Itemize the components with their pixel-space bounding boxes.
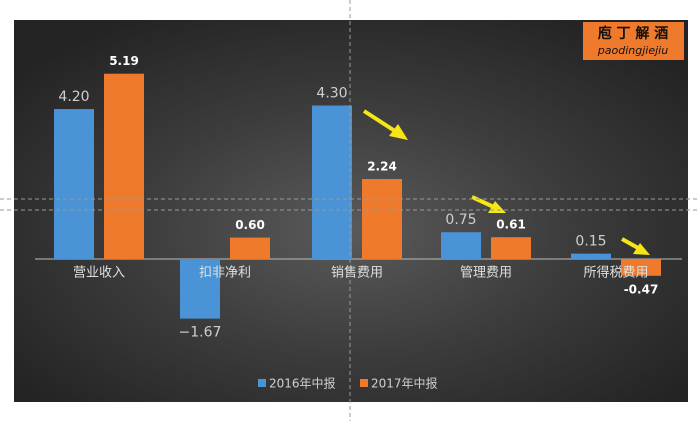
bar [180,259,220,319]
value-label: 4.30 [316,85,347,101]
legend-label: 2017年中报 [371,376,438,391]
logo-title: 庖 丁 解 酒 [598,25,669,42]
plot: 4.20 −1.67 4.30 0.75 0.15 5.19 0.60 2.24 0.61 -0.… [54,54,661,391]
value-label: 4.20 [58,89,89,105]
legend-swatch [258,379,266,387]
x-tick-label: 销售费用 [331,265,383,281]
value-label: 0.15 [575,234,606,250]
x-tick-label: 管理费用 [460,266,512,281]
legend-label: 2016年中报 [269,376,336,391]
bar [571,253,611,259]
value-label: 0.60 [235,218,265,232]
value-label: -0.47 [624,282,659,296]
logo-box [583,22,684,60]
value-label: 5.19 [109,54,139,68]
arrowhead [633,243,650,255]
bar [312,105,352,260]
legend-swatch [360,379,368,387]
arrow [621,237,641,251]
bar [441,232,481,259]
bar [362,179,402,259]
bar [104,73,144,259]
value-label: −1.67 [179,325,222,341]
x-tick-label: 扣非净利 [199,266,251,281]
value-label: 0.75 [445,212,476,228]
arrow [362,109,400,135]
value-label: 2.24 [367,160,397,174]
x-tick-label: 所得税费用 [583,265,648,281]
bar [491,237,531,259]
logo-subtitle: paodingjiejiu [597,44,668,57]
arrowhead [389,124,408,140]
bar [621,259,661,276]
bar [54,109,94,259]
value-label: 0.61 [496,218,526,232]
x-tick-label: 营业收入 [73,266,125,281]
bar [230,237,270,259]
